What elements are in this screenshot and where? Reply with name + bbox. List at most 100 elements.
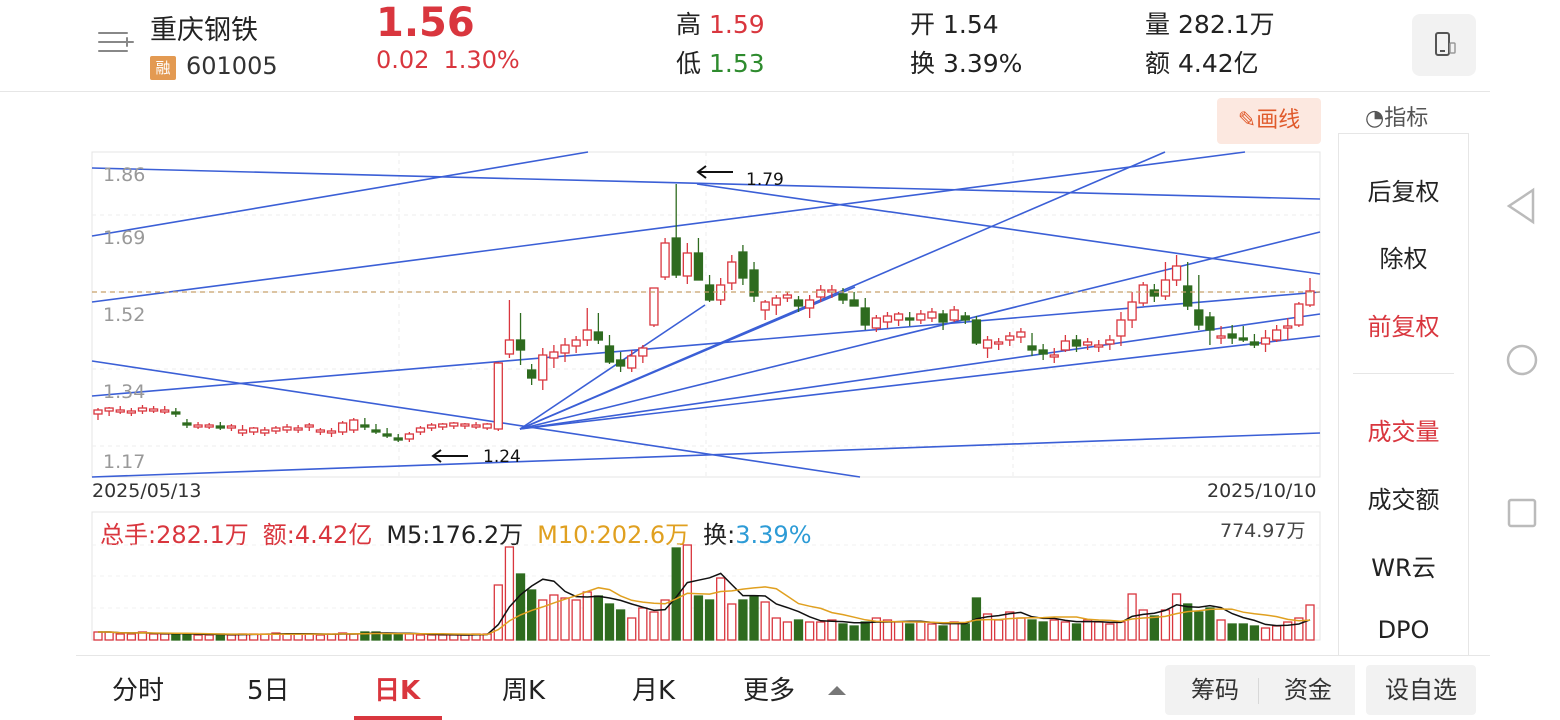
volume-bar [1082, 619, 1093, 641]
candle [360, 418, 370, 430]
funds-label[interactable]: 资金 [1284, 676, 1332, 704]
volume-bar [704, 599, 715, 641]
trend-line [91, 291, 1321, 397]
volume-bar [160, 633, 170, 641]
recents-nav-icon[interactable] [1505, 496, 1539, 530]
amount-label: 额 [1145, 49, 1171, 78]
tab-more[interactable]: 更多 [743, 676, 796, 706]
trend-line [696, 183, 1321, 275]
volume-bar [404, 633, 414, 641]
post-adjust-option[interactable]: 后复权 [1367, 178, 1440, 206]
volume-bar [560, 597, 570, 641]
candle [126, 408, 137, 416]
candle [916, 310, 926, 324]
dpo-indicator-option[interactable]: DPO [1377, 616, 1430, 644]
pre-adjust-option[interactable]: 前复权 [1367, 313, 1440, 341]
caret-up-icon[interactable] [828, 686, 846, 695]
volume-bar [615, 609, 626, 641]
turnover-label: 换 [910, 49, 936, 78]
volume-bar [638, 607, 648, 641]
volume-bar [782, 621, 793, 641]
amount-indicator-option[interactable]: 成交额 [1367, 486, 1440, 514]
tab-monthly-k[interactable]: 月K [632, 676, 676, 706]
volume-bar [204, 634, 214, 641]
volume-bar [193, 634, 203, 641]
candle [1082, 338, 1093, 350]
candle [304, 423, 314, 431]
candle [1194, 275, 1204, 330]
candle [504, 300, 515, 358]
candle [549, 345, 559, 368]
candle [882, 312, 893, 328]
candle [949, 306, 959, 322]
candle [760, 300, 770, 320]
volume-bar [838, 623, 848, 641]
candle [471, 422, 481, 429]
candle [237, 425, 248, 436]
volume-bar [538, 599, 548, 641]
candle [727, 255, 737, 290]
home-nav-icon[interactable] [1505, 342, 1541, 378]
volume-bar [1227, 623, 1237, 641]
candle [438, 423, 448, 430]
candlestick-chart[interactable]: 1.86 1.69 1.52 1.34 1.17 1.79 1.24 2025/… [0, 0, 1330, 500]
volume-bar [460, 634, 470, 641]
chips-button[interactable]: 筹码 资金 [1165, 665, 1355, 715]
candle [1016, 328, 1026, 343]
candle [738, 245, 748, 285]
draw-line-label: 画线 [1256, 108, 1301, 133]
volume-bar [949, 621, 959, 641]
landscape-toggle-button[interactable] [1412, 14, 1476, 76]
wr-indicator-option[interactable]: WR云 [1371, 554, 1436, 582]
volume-bar [905, 623, 915, 641]
volume-chart[interactable] [0, 0, 1330, 655]
stock-code: 601005 [186, 52, 278, 80]
trend-line [91, 151, 1246, 303]
volume-bar [671, 547, 681, 641]
tab-intraday[interactable]: 分时 [112, 676, 165, 706]
candle [93, 408, 103, 420]
candle [1283, 318, 1293, 340]
draw-line-button[interactable]: ✎画线 [1217, 98, 1321, 144]
candle [1060, 335, 1071, 352]
indicator-button[interactable]: ◔指标 [1365, 100, 1428, 132]
candle [1149, 284, 1159, 302]
quote-header: 重庆钢铁 融 601005 1.56 0.02 1.30% 高 1.59 低 1.53… [0, 0, 1490, 92]
candle [849, 292, 859, 307]
candle [593, 313, 604, 344]
volume-bar [271, 632, 281, 641]
candle [649, 287, 659, 327]
tab-daily-k[interactable]: 日K [374, 676, 421, 706]
candle [315, 428, 326, 435]
candle [660, 238, 670, 280]
volume-indicator-option[interactable]: 成交量 [1367, 418, 1440, 446]
price-tick: 1.34 [103, 381, 145, 403]
candle [1116, 312, 1126, 346]
volume-bar [1138, 609, 1148, 641]
volume-bar [938, 625, 948, 641]
volume-value: 282.1万 [1178, 10, 1275, 39]
candle [1227, 325, 1237, 344]
candle [482, 423, 492, 430]
add-watchlist-button[interactable]: 设自选 [1366, 665, 1476, 715]
tab-weekly-k[interactable]: 周K [502, 676, 546, 706]
candle [1238, 326, 1248, 342]
volume-bar [649, 611, 659, 641]
volume-bar [1094, 621, 1104, 641]
volume-bar [760, 601, 770, 641]
ex-rights-option[interactable]: 除权 [1379, 245, 1428, 273]
tab-5day[interactable]: 5日 [247, 676, 290, 706]
candle [449, 422, 459, 429]
volume-bar [1260, 627, 1271, 641]
low-value: 1.53 [709, 49, 765, 78]
back-nav-icon[interactable] [1505, 186, 1539, 226]
menu-icon[interactable] [98, 28, 134, 58]
candle [1105, 335, 1115, 350]
pencil-icon: ✎ [1237, 108, 1257, 133]
candle [271, 426, 281, 434]
candle [1071, 335, 1082, 352]
volume-max: 774.97万 [1220, 520, 1306, 542]
volume-bar [1249, 625, 1260, 641]
volume-bar [182, 633, 192, 641]
candle [1005, 332, 1015, 346]
